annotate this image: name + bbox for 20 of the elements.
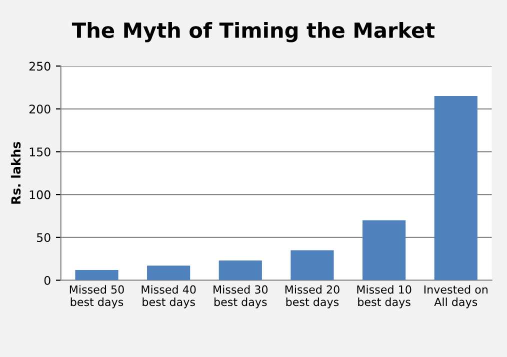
chart-title: The Myth of Timing the Market <box>72 22 435 42</box>
bar <box>434 96 478 280</box>
y-axis-title: Rs. lakhs <box>10 142 21 204</box>
x-tick-label: Missed 30 best days <box>214 285 268 308</box>
bar <box>147 266 190 280</box>
bar <box>290 250 334 280</box>
y-tick-label: 0 <box>44 276 50 285</box>
x-tick-label: Missed 10 best days <box>357 285 412 308</box>
y-tick-label: 200 <box>29 104 50 114</box>
y-tick-label: 100 <box>30 190 50 200</box>
bar <box>75 270 118 280</box>
bar <box>218 260 262 280</box>
bar <box>362 220 406 280</box>
x-tick-label: Missed 50 best days <box>70 285 124 308</box>
y-tick-label: 250 <box>29 62 50 71</box>
x-tick-label: Missed 40 best days <box>142 285 196 308</box>
y-tick-label: 150 <box>30 147 50 156</box>
x-tick-label: Invested on All days <box>424 285 488 308</box>
x-tick-label: Missed 20 best days <box>285 285 340 308</box>
y-tick-label: 50 <box>37 233 50 242</box>
